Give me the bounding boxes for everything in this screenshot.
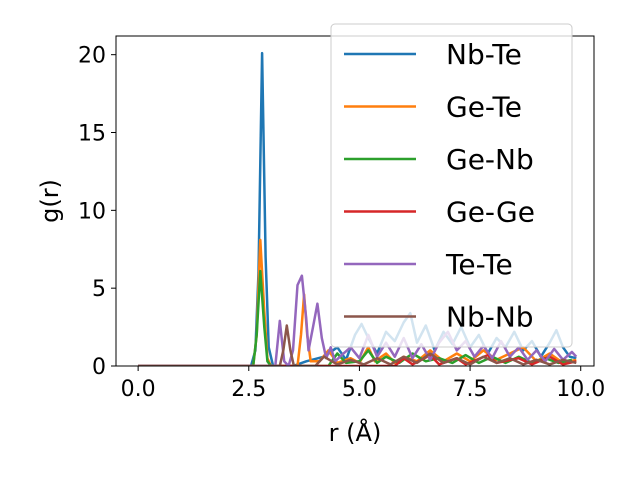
y-tick-label: 20 — [78, 44, 106, 69]
y-axis-ticks: 0 5 10 15 20 — [78, 44, 116, 380]
y-tick-label: 15 — [78, 122, 106, 147]
legend-items: Nb-Te Ge-Te Ge-Nb Ge-Ge Te-Te Nb-Nb — [344, 38, 535, 334]
series-line-nb-nb — [138, 324, 577, 366]
x-tick-label: 7.5 — [453, 377, 488, 402]
x-tick-label: 10.0 — [556, 377, 605, 402]
x-axis-label: r (Å) — [329, 418, 382, 447]
legend-label: Ge-Nb — [446, 143, 534, 176]
legend-label: Nb-Te — [446, 38, 522, 71]
x-axis-ticks: 0.0 2.5 5.0 7.5 10.0 — [121, 366, 605, 402]
x-tick-label: 0.0 — [121, 377, 156, 402]
series-line-te-te — [138, 274, 578, 366]
legend-box — [330, 23, 573, 348]
legend: Nb-Te Ge-Te Ge-Nb Ge-Ge Te-Te Nb-Nb — [330, 23, 573, 348]
legend-label: Ge-Ge — [446, 196, 535, 229]
y-tick-label: 5 — [92, 277, 106, 302]
legend-label: Ge-Te — [446, 91, 522, 124]
legend-label: Nb-Nb — [446, 301, 534, 334]
y-tick-label: 10 — [78, 199, 106, 224]
x-tick-label: 5.0 — [342, 377, 377, 402]
x-tick-label: 2.5 — [231, 377, 266, 402]
y-axis-label: g(r) — [36, 179, 64, 223]
y-tick-label: 0 — [92, 355, 106, 380]
legend-label: Te-Te — [445, 248, 513, 281]
